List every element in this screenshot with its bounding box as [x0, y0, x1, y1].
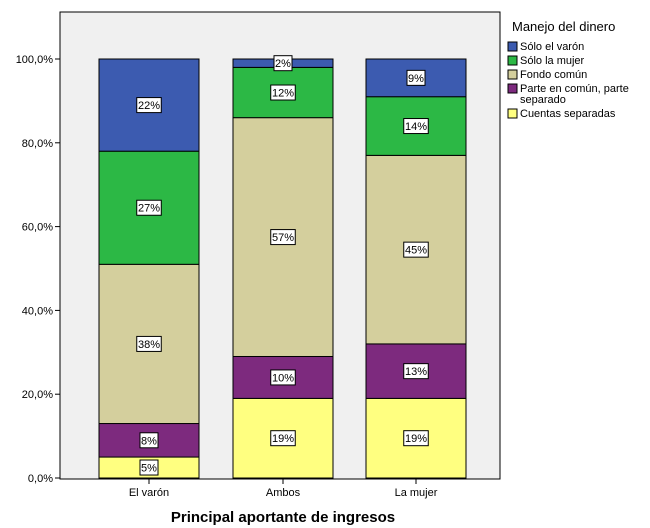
data-label-box	[403, 241, 429, 258]
legend-swatch	[507, 55, 518, 66]
y-axis: 0,0% 20,0% 40,0% 60,0% 80,0% 100,0%	[16, 12, 61, 485]
data-label-box	[136, 97, 162, 114]
legend-label-cont: separado	[520, 94, 566, 106]
data-label: 13%	[405, 366, 427, 378]
y-tick-label: 20,0%	[22, 389, 53, 401]
data-label-box	[270, 229, 296, 246]
data-label-box	[403, 118, 429, 135]
x-axis-title: Principal aportante de ingresos	[171, 509, 395, 526]
bars-group: 5% 8% 38% 27% 22% 19% 10% 57% 12% 2% 19% 13% 45% 14% 9…	[98, 55, 467, 479]
data-label-box	[136, 335, 162, 352]
data-label-box	[270, 369, 296, 386]
data-label: 22%	[138, 100, 160, 112]
x-tick-label: La mujer	[395, 487, 438, 499]
data-label: 10%	[272, 372, 294, 384]
legend-swatch	[507, 41, 518, 52]
legend-label: Cuentas separadas	[520, 108, 616, 120]
data-label: 14%	[405, 121, 427, 133]
data-label-box	[139, 432, 159, 449]
x-tick-label: El varón	[129, 487, 169, 499]
y-tick-label: 0,0%	[28, 473, 53, 485]
data-label-box	[139, 459, 159, 476]
data-label: 8%	[141, 435, 157, 447]
data-label: 27%	[138, 203, 160, 215]
data-label: 45%	[405, 245, 427, 257]
legend-label: Parte en común, parte	[520, 83, 629, 95]
legend-swatch	[507, 108, 518, 119]
legend-label: Sólo la mujer	[520, 55, 585, 67]
data-label: 12%	[272, 88, 294, 100]
data-label: 38%	[138, 339, 160, 351]
data-label-box	[270, 84, 296, 101]
y-tick-label: 40,0%	[22, 305, 53, 317]
data-label: 19%	[272, 433, 294, 445]
legend-swatch	[507, 83, 518, 94]
bar-segment	[365, 58, 467, 98]
x-tick-label: Ambos	[266, 487, 301, 499]
data-label: 57%	[272, 232, 294, 244]
legend-swatch	[507, 69, 518, 80]
data-label-box	[136, 199, 162, 216]
y-tick-label: 80,0%	[22, 138, 53, 150]
data-label: 9%	[408, 73, 424, 85]
y-tick-label: 60,0%	[22, 222, 53, 234]
data-label-box	[403, 363, 429, 380]
x-axis: El varón Ambos La mujer	[60, 478, 500, 499]
y-tick-label: 100,0%	[16, 54, 54, 66]
data-label: 19%	[405, 433, 427, 445]
data-label-box	[273, 55, 293, 72]
legend-title: Manejo del dinero	[512, 19, 615, 34]
legend: Manejo del dinero Sólo el varón Sólo la m…	[507, 19, 629, 120]
data-label-box	[406, 69, 426, 86]
data-label: 2%	[275, 58, 291, 70]
legend-label: Sólo el varón	[520, 41, 584, 53]
data-label-box	[270, 430, 296, 447]
data-label-box	[403, 430, 429, 447]
data-label: 5%	[141, 463, 157, 475]
legend-label: Fondo común	[520, 69, 587, 81]
